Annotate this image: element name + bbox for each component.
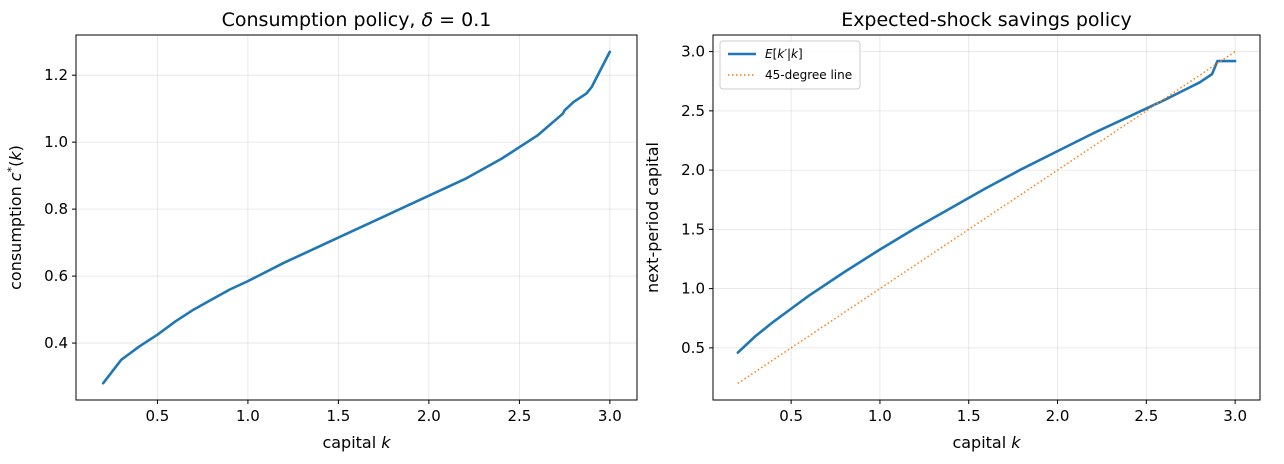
x-tick-label: 1.0: [868, 407, 892, 425]
series-group: [101, 50, 612, 385]
y-tick-label: 0.4: [44, 334, 68, 352]
plot-area-frame: [712, 34, 1261, 401]
x-tick-label: 1.0: [236, 407, 260, 425]
x-tick-label: 2.5: [507, 407, 531, 425]
y-tick-label: 1.2: [44, 66, 68, 84]
chart-title: Expected-shock savings policy: [841, 9, 1132, 31]
legend-label: 45-degree line: [765, 68, 852, 82]
y-axis-label: consumption c*(k): [5, 145, 26, 290]
y-tick-label: 0.5: [681, 339, 705, 357]
chart-title: Consumption policy, δ = 0.1: [222, 9, 492, 31]
x-tick-label: 2.0: [1046, 407, 1070, 425]
y-tick-label: 0.6: [44, 267, 68, 285]
legend-label: E[k′|k]: [765, 47, 803, 61]
x-tick-label: 1.5: [957, 407, 981, 425]
plot-area-frame: [75, 34, 638, 401]
x-tick-label: 2.5: [1134, 407, 1158, 425]
x-tick-label: 0.5: [779, 407, 803, 425]
consumption-policy-chart: Consumption policy, δ = 0.1 0.5 1.0 1.5 2.0…: [5, 9, 638, 452]
y-tick-label: 2.0: [681, 161, 705, 179]
y-tick-label: 1.5: [681, 220, 705, 238]
legend: E[k′|k] 45-degree line: [719, 40, 861, 90]
x-tick-label: 3.0: [598, 407, 622, 425]
y-axis-label: next-period capital: [643, 142, 662, 293]
y-tick-label: 1.0: [44, 133, 68, 151]
y-tick-label: 0.8: [44, 200, 68, 218]
x-tick-label: 3.0: [1223, 407, 1247, 425]
x-tick-label: 2.0: [417, 407, 441, 425]
series-line: [101, 50, 612, 385]
series-line: [736, 59, 1237, 354]
grid-lines: [76, 35, 637, 400]
y-tick-label: 1.0: [681, 280, 705, 298]
grid-lines: [713, 35, 1260, 400]
axis-ticks: 0.5 1.0 1.5 2.0 2.5 3.0 0.5 1.0 1.5 2.0 2.5 3.0: [681, 43, 1247, 425]
axis-ticks: 0.5 1.0 1.5 2.0 2.5 3.0 0.4 0.6 0.8 1.0 1.2: [44, 66, 622, 425]
reference-line: [737, 50, 1236, 385]
y-tick-label: 2.5: [681, 102, 705, 120]
savings-policy-chart: Expected-shock savings policy 0.5 1.0 1.5 2…: [643, 9, 1261, 452]
x-axis-label: capital k: [322, 433, 391, 452]
x-axis-label: capital k: [952, 433, 1021, 452]
x-tick-label: 1.5: [326, 407, 350, 425]
y-tick-label: 3.0: [681, 43, 705, 61]
x-tick-label: 0.5: [146, 407, 170, 425]
series-group: [736, 50, 1237, 385]
